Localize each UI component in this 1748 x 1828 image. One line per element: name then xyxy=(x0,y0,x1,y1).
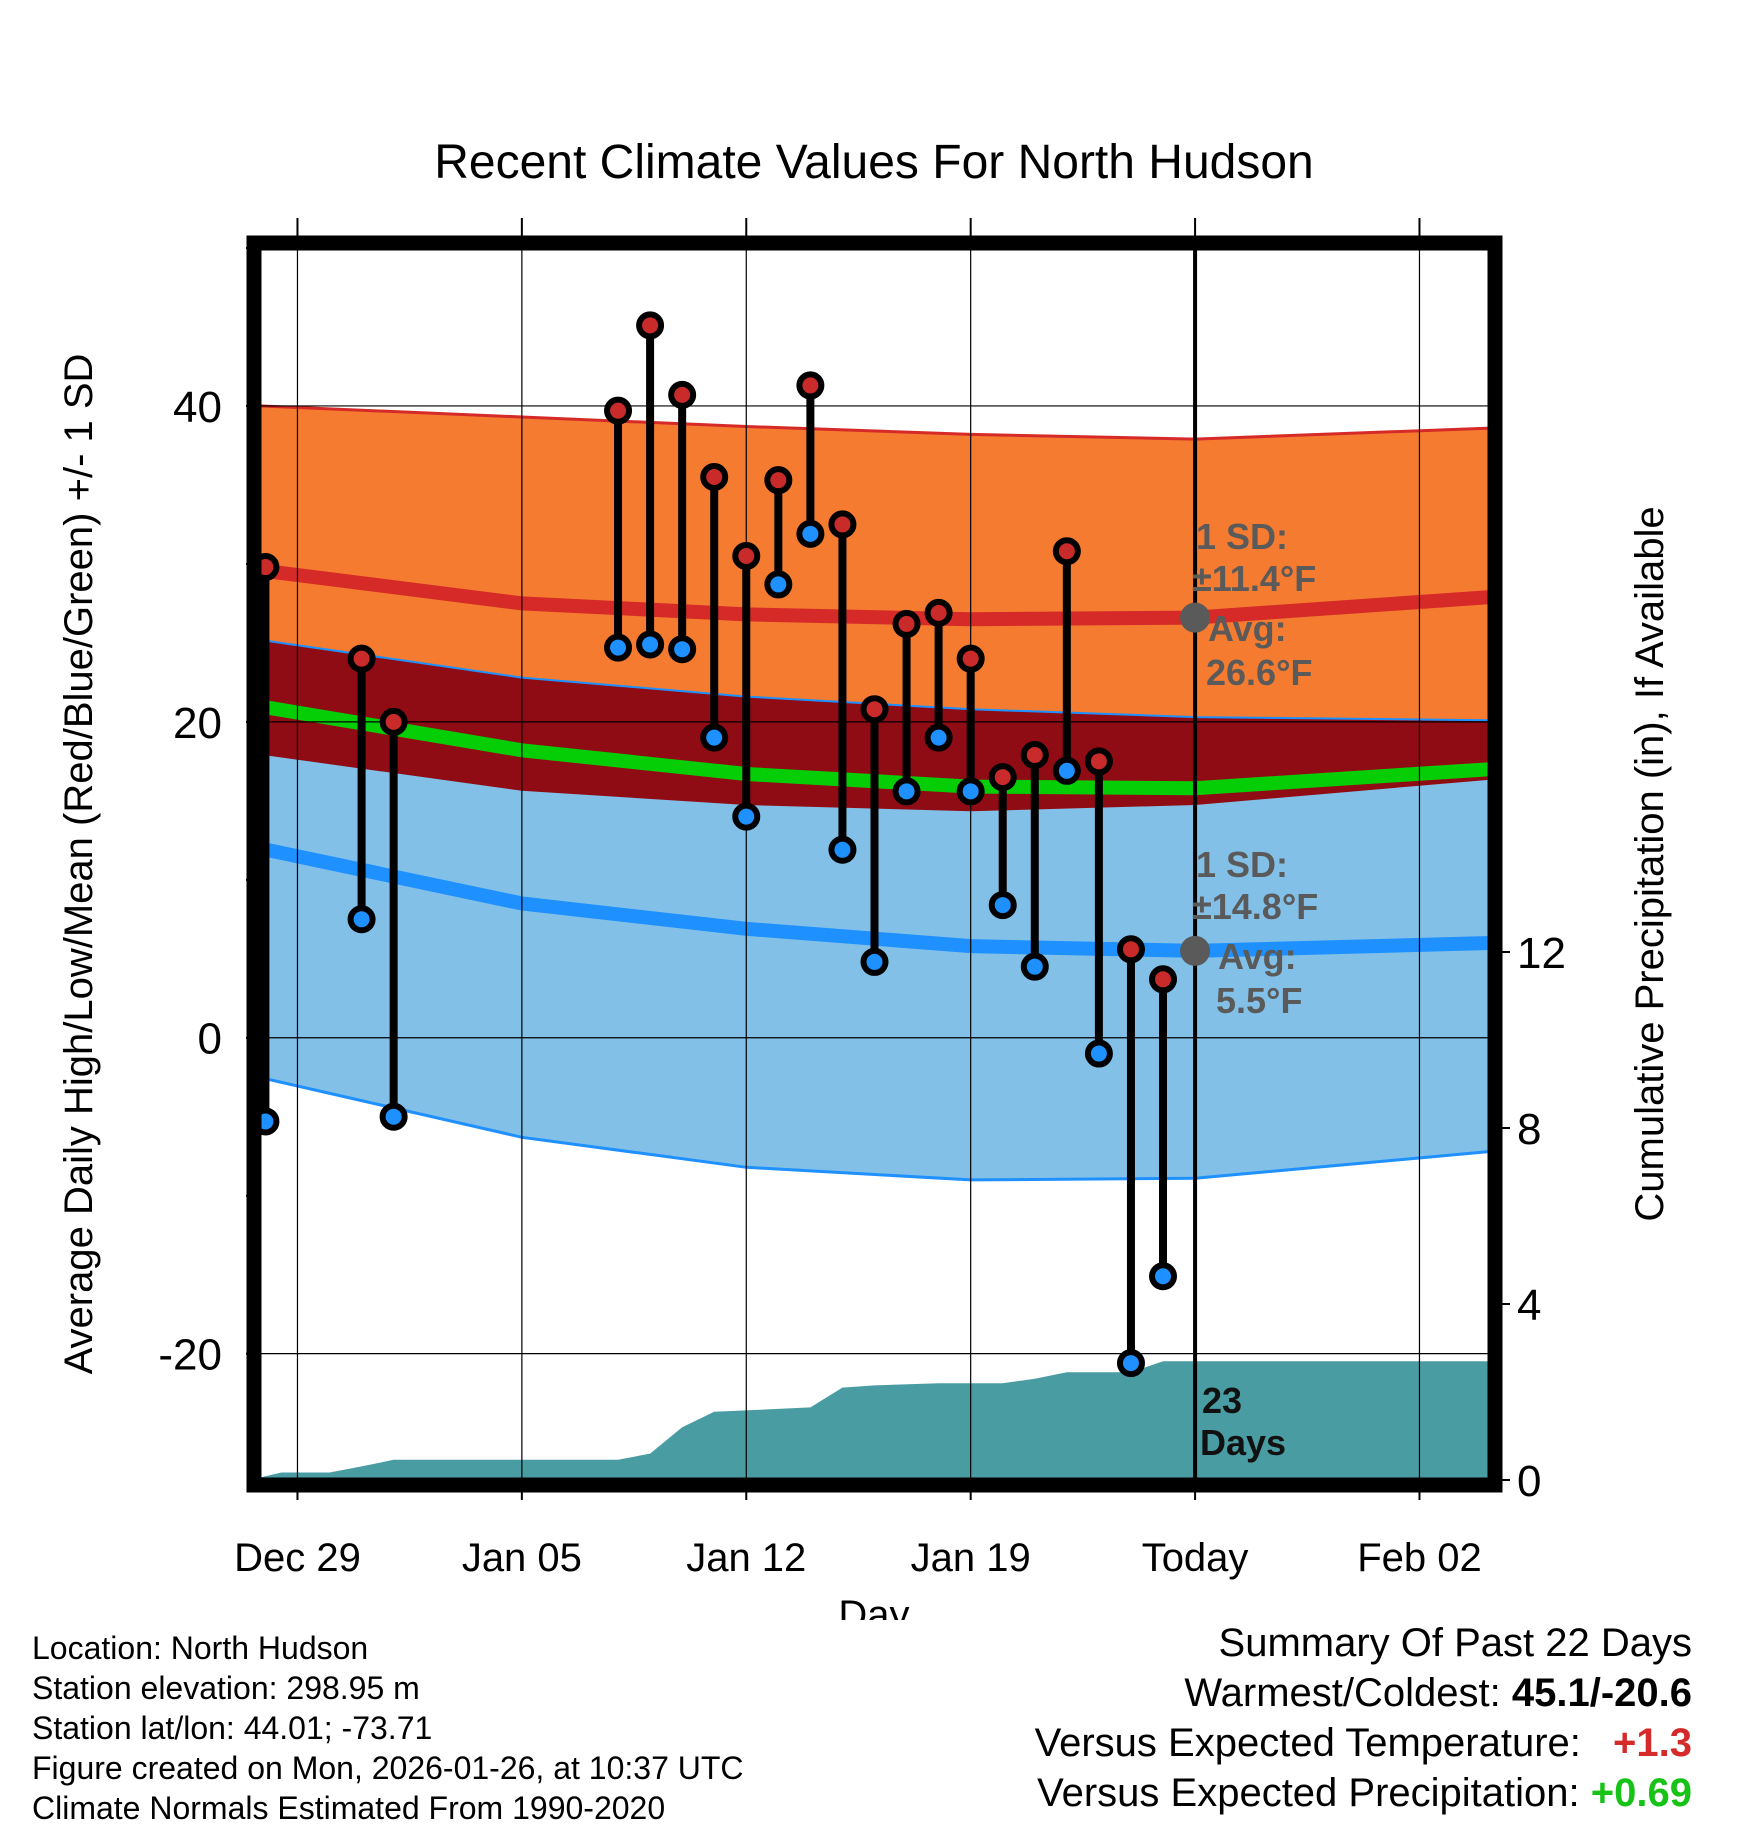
chart-title: Recent Climate Values For North Hudson xyxy=(434,136,1314,189)
low-sd-value: ±14.8°F xyxy=(1192,886,1318,927)
obs-low-dot xyxy=(222,1027,244,1049)
y-right-tick-label: 0 xyxy=(1517,1457,1541,1506)
x-axis-label: Day xyxy=(838,1593,909,1620)
obs-high-dot xyxy=(956,644,985,673)
warmest-value: 45.1/-20.6 xyxy=(1511,1671,1692,1715)
x-tick-label: Dec 29 xyxy=(234,1536,361,1580)
obs-low-dot xyxy=(796,519,825,548)
obs-high-dot xyxy=(764,466,793,495)
today-low-avg-marker xyxy=(1180,935,1211,966)
obs-low-dot xyxy=(892,777,921,806)
obs-low-dot xyxy=(700,723,729,752)
obs-low-dot xyxy=(828,835,857,864)
created-text: Figure created on Mon, 2026-01-26, at 10… xyxy=(32,1750,744,1786)
obs-high-dot xyxy=(732,542,761,570)
obs-high-dot xyxy=(988,763,1017,792)
obs-low-dot xyxy=(259,1107,280,1136)
obs-low-dot xyxy=(379,1102,408,1131)
low-sd-upper-line xyxy=(259,752,1490,812)
obs-low-dot xyxy=(732,802,761,831)
precipitation-area xyxy=(259,1361,1490,1480)
mean-avg-line xyxy=(259,699,1490,796)
obs-high-dot xyxy=(347,644,376,673)
high-avg-value: 26.6°F xyxy=(1206,652,1312,693)
precip-value: +0.69 xyxy=(1590,1771,1692,1815)
climate-chart: Recent Climate Values For North Hudson 1… xyxy=(57,136,1672,1620)
obs-high-dot xyxy=(668,380,697,409)
y-tick-label: -20 xyxy=(158,1331,222,1380)
obs-high-dot xyxy=(636,311,665,340)
y-right-tick-label: 8 xyxy=(1517,1105,1541,1154)
summary-panel: Summary Of Past 22 Days Warmest/Coldest:… xyxy=(1035,1618,1692,1818)
obs-high-dot xyxy=(222,689,244,711)
today-high-avg-marker xyxy=(1180,602,1211,633)
obs-low-dot xyxy=(764,570,793,599)
y-axis-label: Average Daily High/Low/Mean (Red/Blue/Gr… xyxy=(57,354,101,1375)
high-sd-label: 1 SD: xyxy=(1196,516,1288,557)
obs-high-dot xyxy=(1052,537,1081,566)
y-right-tick-label: 12 xyxy=(1517,929,1566,978)
high-sd-lower-line xyxy=(259,638,1490,722)
y-tick-label: 20 xyxy=(173,699,222,748)
obs-high-dot xyxy=(828,510,857,539)
y-right-axis-label: Cumulative Precipitation (in), If Availa… xyxy=(1628,506,1672,1221)
days-count: 23 xyxy=(1202,1380,1242,1421)
obs-low-dot xyxy=(956,777,985,806)
x-tick-label: Jan 19 xyxy=(911,1536,1031,1580)
obs-high-dot xyxy=(924,598,953,627)
obs-high-dot xyxy=(1149,965,1178,994)
obs-high-dot xyxy=(259,553,280,582)
obs-low-dot xyxy=(668,635,697,664)
obs-low-dot xyxy=(636,630,665,659)
normals-text: Climate Normals Estimated From 1990-2020 xyxy=(32,1790,666,1826)
high-sd-upper-line xyxy=(259,404,1490,441)
y-right-tick-label: 4 xyxy=(1517,1281,1541,1330)
x-tick-label: Jan 12 xyxy=(686,1536,806,1580)
x-tick-label: Today xyxy=(1142,1536,1249,1580)
temp-value: +1.3 xyxy=(1613,1721,1692,1765)
summary-title: Summary Of Past 22 Days xyxy=(1218,1621,1692,1665)
obs-low-dot xyxy=(1020,952,1049,981)
obs-low-dot xyxy=(1052,756,1081,785)
precip-label: Versus Expected Precipitation: xyxy=(1037,1771,1580,1815)
station-info: Location: North Hudson Station elevation… xyxy=(32,1628,744,1828)
obs-low-dot xyxy=(604,633,633,662)
obs-low-dot xyxy=(347,905,376,934)
obs-high-dot xyxy=(860,695,889,724)
warmest-label: Warmest/Coldest: xyxy=(1184,1671,1501,1715)
obs-low-dot xyxy=(924,723,953,752)
low-sd-lower-line xyxy=(259,1075,1490,1182)
x-tick-label: Feb 02 xyxy=(1357,1536,1482,1580)
plot-frame xyxy=(246,235,1503,1493)
obs-high-dot xyxy=(1084,747,1113,776)
location-text: Location: North Hudson xyxy=(32,1630,369,1666)
low-avg-line xyxy=(259,841,1490,958)
obs-high-dot xyxy=(700,463,729,492)
x-tick-label: Jan 05 xyxy=(462,1536,582,1580)
obs-high-dot xyxy=(796,371,825,400)
temp-label: Versus Expected Temperature: xyxy=(1034,1721,1581,1765)
elevation-text: Station elevation: 298.95 m xyxy=(32,1670,420,1706)
obs-high-dot xyxy=(1116,935,1145,964)
high-avg-line xyxy=(259,563,1490,627)
obs-high-dot xyxy=(1020,741,1049,770)
latlon-text: Station lat/lon: 44.01; -73.71 xyxy=(32,1710,433,1746)
high-avg-label: Avg: xyxy=(1208,608,1287,649)
obs-high-dot xyxy=(379,707,408,736)
y-tick-label: 40 xyxy=(173,383,222,432)
obs-low-dot xyxy=(1084,1039,1113,1068)
obs-high-dot xyxy=(892,609,921,638)
y-tick-label: 0 xyxy=(198,1015,222,1064)
obs-low-dot xyxy=(860,947,889,976)
obs-low-dot xyxy=(1149,1262,1178,1291)
obs-low-dot xyxy=(1116,1349,1145,1378)
obs-high-dot xyxy=(604,396,633,425)
obs-low-dot xyxy=(988,891,1017,920)
low-sd-label: 1 SD: xyxy=(1196,844,1288,885)
low-avg-value: 5.5°F xyxy=(1216,980,1302,1021)
days-word: Days xyxy=(1200,1422,1286,1463)
high-sd-value: ±11.4°F xyxy=(1192,558,1316,599)
low-avg-label: Avg: xyxy=(1218,936,1297,977)
